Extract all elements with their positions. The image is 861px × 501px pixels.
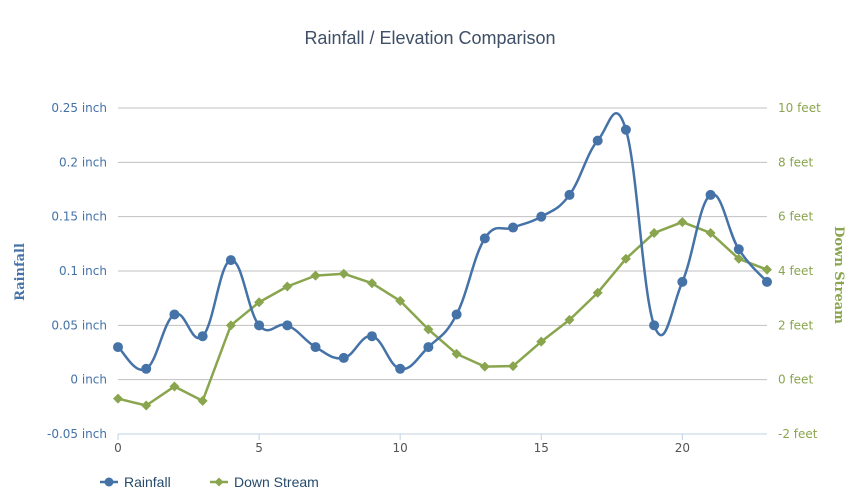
- down-stream-point[interactable]: [649, 227, 660, 238]
- y-right-tick-label: 4 feet: [778, 264, 813, 278]
- legend-label: Rainfall: [124, 474, 171, 490]
- rainfall-line: [117, 112, 768, 372]
- grid-layer: [118, 107, 767, 381]
- rainfall-point[interactable]: [592, 135, 603, 146]
- down-stream-point[interactable]: [620, 253, 631, 264]
- x-tick-label: 0: [114, 441, 122, 455]
- down-stream-point[interactable]: [113, 393, 123, 404]
- legend-label: Down Stream: [234, 474, 319, 490]
- y-right-tick-label: 10 feet: [778, 101, 821, 115]
- legend-item-rainfall[interactable]: Rainfall: [100, 474, 171, 490]
- rainfall-point[interactable]: [536, 211, 547, 222]
- y-right-tick-label: 0 feet: [778, 373, 813, 387]
- down-stream-point[interactable]: [733, 253, 744, 264]
- rainfall-point[interactable]: [649, 320, 660, 331]
- y-left-tick-label: 0.25 inch: [51, 101, 107, 115]
- rainfall-point[interactable]: [451, 309, 462, 320]
- axes-layer: -0.05 inch 0 inch 0.05 inch 0.1 inch 0.15 in…: [13, 101, 846, 455]
- series-layer: [113, 112, 772, 411]
- rainfall-point[interactable]: [254, 320, 265, 331]
- down-stream-point[interactable]: [141, 400, 152, 411]
- rainfall-point[interactable]: [141, 363, 152, 374]
- x-tick-label: 10: [393, 441, 408, 455]
- rainfall-point[interactable]: [225, 255, 236, 266]
- down-stream-point[interactable]: [395, 295, 406, 306]
- rainfall-point[interactable]: [395, 363, 406, 374]
- rainfall-point[interactable]: [338, 352, 349, 363]
- rainfall-point[interactable]: [310, 342, 321, 353]
- down-stream-point[interactable]: [310, 270, 321, 281]
- down-stream-point[interactable]: [169, 381, 180, 392]
- legend-circle-marker-icon: [104, 477, 114, 487]
- y-right-tick-label: 6 feet: [778, 210, 813, 224]
- down-stream-point[interactable]: [225, 320, 236, 331]
- rainfall-point[interactable]: [479, 233, 490, 244]
- rainfall-point[interactable]: [197, 331, 208, 342]
- rainfall-point[interactable]: [564, 189, 575, 200]
- down-stream-point[interactable]: [705, 227, 716, 238]
- down-stream-point[interactable]: [197, 395, 208, 406]
- x-tick-label: 5: [255, 441, 263, 455]
- y-left-tick-label: 0.2 inch: [59, 155, 107, 169]
- down-stream-line: [117, 220, 768, 407]
- x-tick-label: 20: [675, 441, 690, 455]
- legend-item-down-stream[interactable]: Down Stream: [210, 474, 319, 490]
- rainfall-point[interactable]: [282, 320, 293, 331]
- y-right-tick-label: 8 feet: [778, 155, 813, 169]
- y-right-tick-label: -2 feet: [778, 427, 818, 441]
- y-left-tick-label: 0.05 inch: [51, 318, 107, 332]
- y-right-tick-label: 2 feet: [778, 318, 813, 332]
- down-stream-point[interactable]: [338, 268, 349, 279]
- y-left-tick-label: 0.1 inch: [59, 264, 107, 278]
- rainfall-point[interactable]: [762, 276, 772, 287]
- down-stream-point[interactable]: [479, 361, 490, 372]
- y-left-tick-label: 0 inch: [70, 373, 107, 387]
- down-stream-point[interactable]: [366, 278, 377, 289]
- rainfall-point[interactable]: [733, 244, 744, 255]
- down-stream-point[interactable]: [423, 324, 434, 335]
- legend: Rainfall Down Stream: [100, 474, 319, 490]
- y-left-tick-label: -0.05 inch: [47, 427, 107, 441]
- rainfall-point[interactable]: [705, 189, 716, 200]
- down-stream-point[interactable]: [762, 264, 772, 275]
- chart-title: Rainfall / Elevation Comparison: [304, 28, 555, 48]
- y-left-axis-title: Rainfall: [13, 243, 28, 301]
- y-left-tick-label: 0.15 inch: [51, 210, 107, 224]
- down-stream-point[interactable]: [254, 297, 265, 308]
- down-stream-point[interactable]: [451, 348, 462, 359]
- down-stream-point[interactable]: [564, 314, 575, 325]
- rainfall-point[interactable]: [508, 222, 519, 233]
- down-stream-point[interactable]: [508, 361, 519, 372]
- x-tick-label: 15: [534, 441, 549, 455]
- y-right-axis-title: Down Stream: [831, 226, 846, 324]
- rainfall-point[interactable]: [620, 124, 631, 135]
- down-stream-point[interactable]: [592, 287, 603, 298]
- rainfall-point[interactable]: [677, 276, 688, 287]
- down-stream-point[interactable]: [282, 281, 293, 292]
- down-stream-point[interactable]: [677, 217, 688, 228]
- rainfall-point[interactable]: [169, 309, 180, 320]
- rainfall-point[interactable]: [423, 342, 434, 353]
- rainfall-point[interactable]: [366, 331, 377, 342]
- down-stream-point[interactable]: [536, 336, 547, 347]
- rainfall-point[interactable]: [113, 342, 123, 353]
- legend-diamond-marker-icon: [214, 477, 224, 487]
